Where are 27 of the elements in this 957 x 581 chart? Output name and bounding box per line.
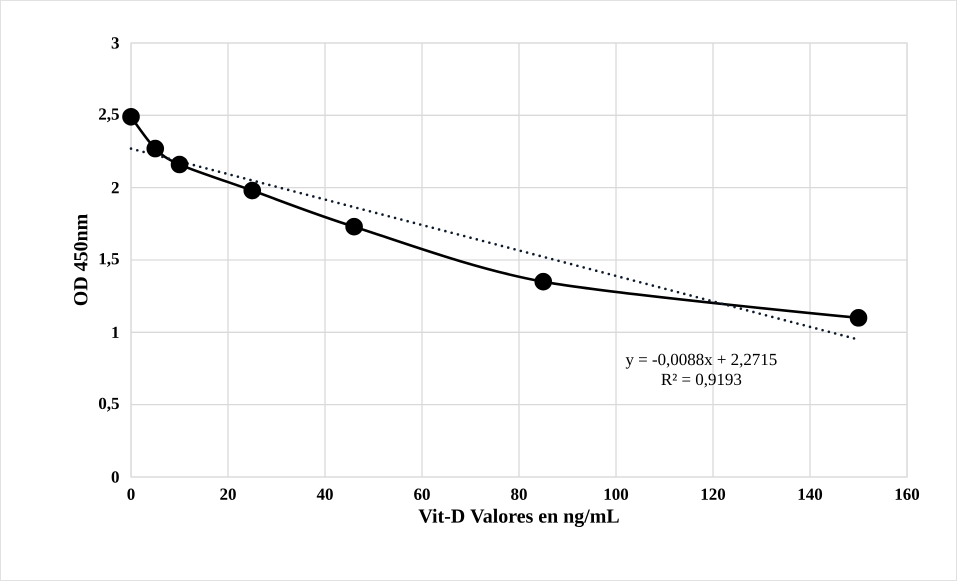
x-tick-label: 80 <box>511 488 527 500</box>
point <box>170 156 188 174</box>
x-tick-label: 100 <box>604 488 628 500</box>
y-tick-label: 3 <box>112 37 119 49</box>
point <box>146 140 164 158</box>
x-tick-label: 40 <box>316 488 333 500</box>
x-tick-label: 160 <box>896 488 920 500</box>
annotation: R² = 0,9193 <box>661 374 742 388</box>
y-axis-title: OD 450nm <box>74 214 88 306</box>
y-tick-label: 2,5 <box>99 108 119 122</box>
point <box>534 272 552 290</box>
point <box>850 309 868 327</box>
annotation: y = -0,0088x + 2,2715 <box>626 354 777 369</box>
y-tick-label: 0 <box>112 471 119 483</box>
x-axis-title: Vit-D Valores en ng/mL <box>418 508 619 527</box>
x-tick-label: 140 <box>798 488 822 500</box>
point <box>122 108 140 126</box>
point <box>345 218 363 236</box>
y-tick-label: 1 <box>112 326 119 338</box>
y-tick-label: 2 <box>112 182 119 194</box>
x-tick-label: 0 <box>127 488 135 500</box>
point <box>243 182 262 200</box>
y-tick-label: 0,5 <box>98 398 119 412</box>
y-tick-label: 1,5 <box>100 253 119 267</box>
x-tick-label: 120 <box>702 488 726 500</box>
x-tick-label: 20 <box>220 488 236 500</box>
x-tick-label: 60 <box>414 488 430 500</box>
